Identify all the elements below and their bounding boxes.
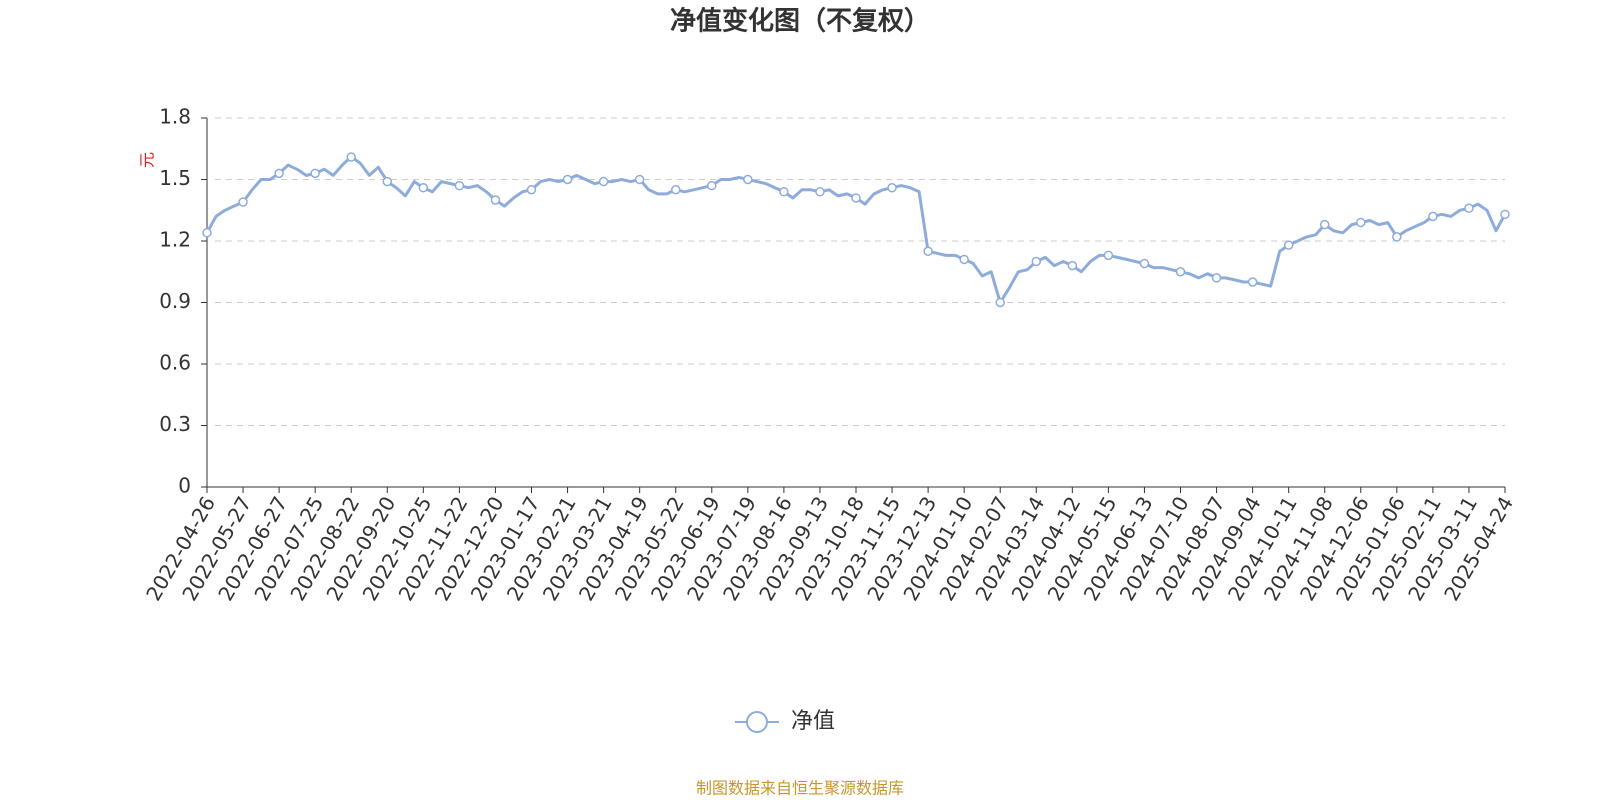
point-marker [1139, 258, 1150, 269]
legend-label: 净值 [791, 709, 835, 734]
point-marker [1392, 232, 1402, 242]
point-marker [1319, 219, 1330, 230]
y-tick-label: 0.3 [159, 412, 191, 436]
point-marker [1500, 209, 1510, 220]
series-line [205, 155, 1507, 304]
point-marker [490, 195, 501, 205]
point-marker [1211, 273, 1222, 283]
point-marker [815, 187, 825, 197]
point-marker [346, 152, 356, 162]
point-marker [670, 185, 681, 195]
point-marker [1031, 256, 1042, 267]
point-marker [1283, 240, 1294, 250]
point-marker [454, 180, 465, 191]
y-tick-label: 1.5 [159, 166, 191, 190]
point-marker [959, 254, 969, 265]
point-marker [634, 174, 645, 185]
point-marker [743, 174, 753, 185]
point-marker [562, 174, 573, 185]
point-marker [1356, 217, 1366, 228]
point-marker [526, 185, 537, 195]
point-marker [274, 168, 284, 179]
point-marker [598, 176, 609, 187]
point-marker [851, 193, 861, 203]
y-tick-label: 1.8 [159, 105, 191, 129]
point-marker [1428, 211, 1438, 222]
point-marker [1067, 260, 1078, 271]
point-marker [1175, 267, 1186, 277]
point-marker [1103, 250, 1114, 261]
y-axis-label: 元 [138, 152, 157, 168]
point-marker [779, 187, 789, 197]
y-tick-label: 0 [178, 474, 191, 498]
chart-title: 净值变化图（不复权） [670, 6, 930, 37]
y-tick-label: 1.2 [159, 228, 191, 252]
source-note: 制图数据来自恒生聚源数据库 [696, 779, 904, 798]
point-marker [995, 297, 1005, 308]
y-tick-label: 0.9 [159, 289, 191, 313]
point-marker [382, 176, 393, 187]
point-marker [887, 182, 897, 193]
point-marker [923, 246, 933, 256]
point-marker [1247, 277, 1258, 287]
legend-marker [746, 711, 768, 733]
point-marker [310, 168, 320, 179]
point-marker [238, 197, 248, 207]
point-marker [1464, 203, 1474, 213]
point-marker [707, 180, 717, 191]
y-tick-label: 0.6 [159, 351, 191, 375]
point-marker [202, 228, 212, 238]
point-marker [418, 182, 429, 193]
